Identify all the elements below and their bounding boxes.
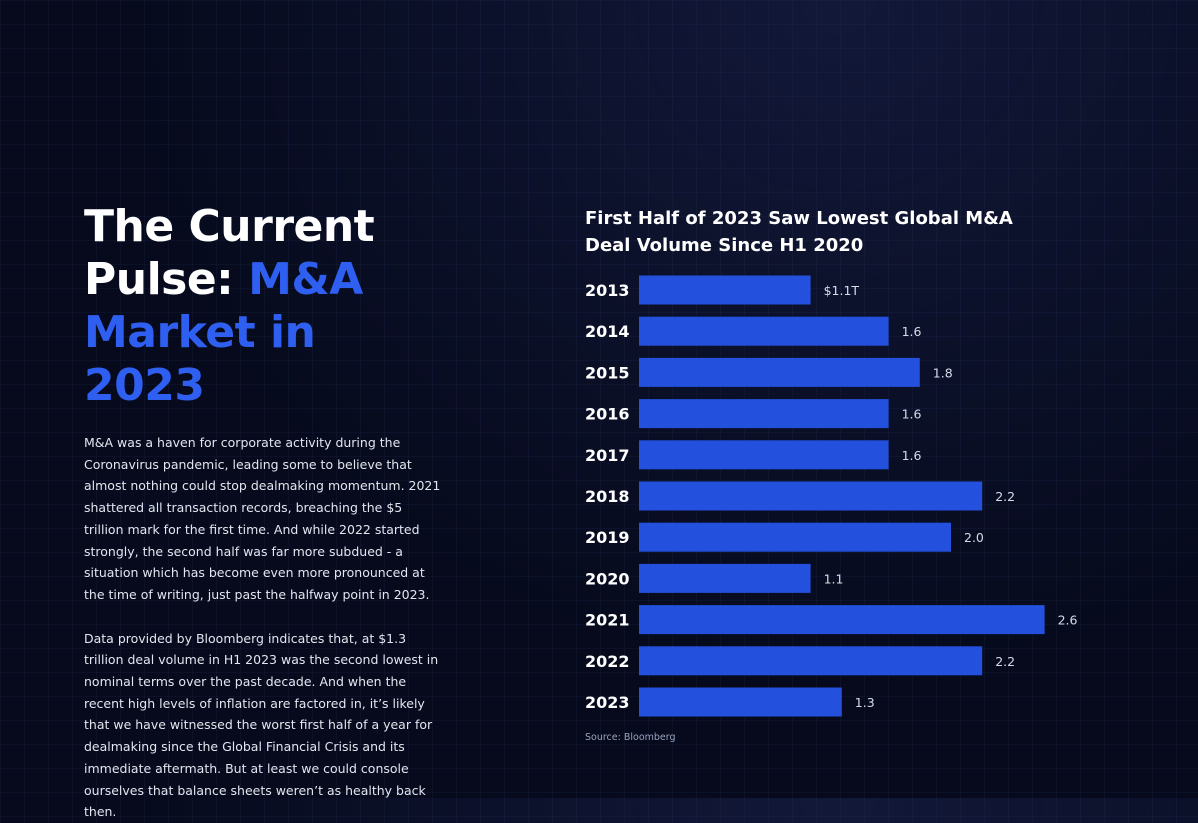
bar-2021 — [639, 605, 1045, 635]
value-label-2019: 2.0 — [964, 530, 984, 545]
value-label-2013: $1.1T — [824, 283, 860, 298]
value-label-2014: 1.6 — [902, 324, 922, 339]
value-label-2018: 2.2 — [995, 489, 1015, 504]
category-label-2019: 2019 — [585, 528, 630, 547]
value-label-2015: 1.8 — [933, 365, 953, 380]
category-label-2013: 2013 — [585, 281, 630, 300]
bar-2018 — [639, 481, 983, 511]
category-label-2023: 2023 — [585, 693, 630, 712]
bar-2014 — [639, 316, 889, 346]
chart-title: First Half of 2023 Saw Lowest Global M&A… — [585, 208, 1013, 256]
value-label-2021: 2.6 — [1058, 613, 1078, 628]
value-label-2016: 1.6 — [902, 407, 922, 422]
bar-2019 — [639, 522, 951, 552]
bar-2013 — [639, 275, 811, 305]
value-label-2022: 2.2 — [995, 654, 1015, 669]
bar-2017 — [639, 440, 889, 470]
title-line-2-blue: M&A — [248, 254, 363, 305]
body-paragraph-1: M&A was a haven for corporate activity d… — [84, 435, 441, 602]
body-paragraph-2: Data provided by Bloomberg indicates tha… — [84, 630, 439, 820]
title-line-3: Market in 2023 — [84, 307, 316, 411]
bar-2023 — [639, 687, 842, 717]
title-line-2-white: Pulse: — [84, 254, 249, 305]
category-label-2016: 2016 — [585, 405, 630, 424]
bar-2022 — [639, 646, 983, 676]
value-label-2020: 1.1 — [824, 571, 844, 586]
category-label-2021: 2021 — [585, 611, 630, 630]
category-label-2018: 2018 — [585, 487, 630, 506]
article-column: The Current Pulse: M&A Market in 2023 M&… — [84, 200, 444, 823]
page-title: The Current Pulse: M&A Market in 2023 — [84, 200, 444, 412]
bar-2016 — [639, 399, 889, 429]
chart-source: Source: Bloomberg — [585, 732, 676, 743]
category-label-2022: 2022 — [585, 652, 630, 671]
category-label-2014: 2014 — [585, 322, 630, 341]
category-label-2020: 2020 — [585, 569, 630, 588]
bar-2020 — [639, 563, 811, 593]
title-line-1: The Current — [84, 201, 375, 252]
bar-chart: 2013 $1.1T 2014 1.6 2015 1.8 2016 1.6 2017 1.6 201… — [585, 275, 1078, 717]
category-label-2017: 2017 — [585, 446, 630, 465]
value-label-2017: 1.6 — [902, 448, 922, 463]
bar-2015 — [639, 357, 920, 387]
category-label-2015: 2015 — [585, 363, 630, 382]
value-label-2023: 1.3 — [855, 695, 875, 710]
